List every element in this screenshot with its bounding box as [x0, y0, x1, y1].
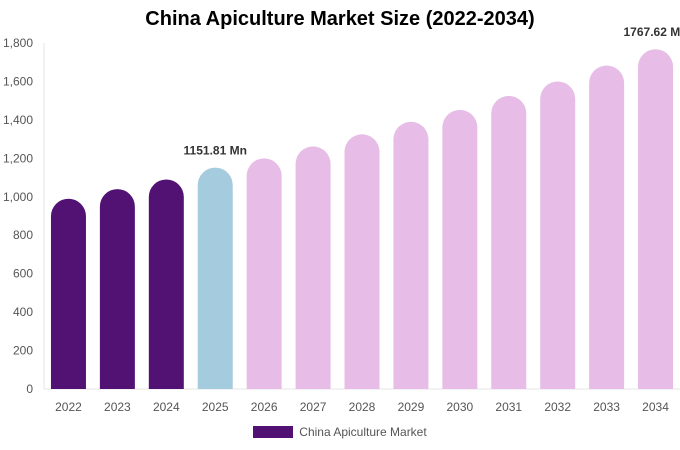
bar-2026[interactable] [246, 158, 282, 389]
bar-2029[interactable] [393, 121, 429, 389]
x-tick-label: 2022 [55, 400, 82, 414]
bar-2030[interactable] [442, 109, 478, 389]
data-label: 1767.62 Mn [624, 25, 680, 39]
y-tick-label: 1,800 [3, 36, 33, 50]
x-tick-label: 2024 [153, 400, 180, 414]
y-tick-label: 0 [26, 382, 33, 396]
y-tick-label: 1,200 [3, 151, 33, 165]
y-tick-label: 200 [13, 344, 33, 358]
x-tick-label: 2032 [544, 400, 571, 414]
x-tick-label: 2030 [446, 400, 473, 414]
bar-2033[interactable] [589, 65, 625, 390]
x-tick-label: 2027 [300, 400, 327, 414]
bar-2022[interactable] [50, 198, 86, 389]
bar-2031[interactable] [491, 95, 527, 389]
x-tick-label: 2023 [104, 400, 131, 414]
x-tick-label: 2033 [593, 400, 620, 414]
bar-2028[interactable] [344, 134, 380, 389]
y-tick-label: 600 [13, 267, 33, 281]
x-tick-label: 2029 [398, 400, 425, 414]
legend-label: China Apiculture Market [299, 425, 427, 439]
x-tick-label: 2034 [642, 400, 669, 414]
bar-2032[interactable] [540, 81, 576, 389]
x-tick-label: 2025 [202, 400, 229, 414]
x-tick-label: 2028 [349, 400, 376, 414]
x-tick-label: 2031 [495, 400, 522, 414]
chart-title: China Apiculture Market Size (2022-2034) [145, 8, 535, 30]
legend-swatch [253, 426, 294, 438]
bar-2025[interactable] [197, 167, 233, 389]
y-tick-label: 800 [13, 228, 33, 242]
x-tick-label: 2026 [251, 400, 278, 414]
y-tick-label: 400 [13, 305, 33, 319]
data-label: 1151.81 Mn [184, 144, 247, 158]
bar-2024[interactable] [148, 179, 184, 389]
bar-2034[interactable] [638, 49, 674, 390]
bar-2023[interactable] [99, 189, 135, 389]
y-tick-label: 1,000 [3, 190, 33, 204]
y-tick-label: 1,400 [3, 113, 33, 127]
bar-2027[interactable] [295, 146, 331, 389]
y-tick-label: 1,600 [3, 74, 33, 88]
legend[interactable]: China Apiculture Market [0, 425, 680, 439]
